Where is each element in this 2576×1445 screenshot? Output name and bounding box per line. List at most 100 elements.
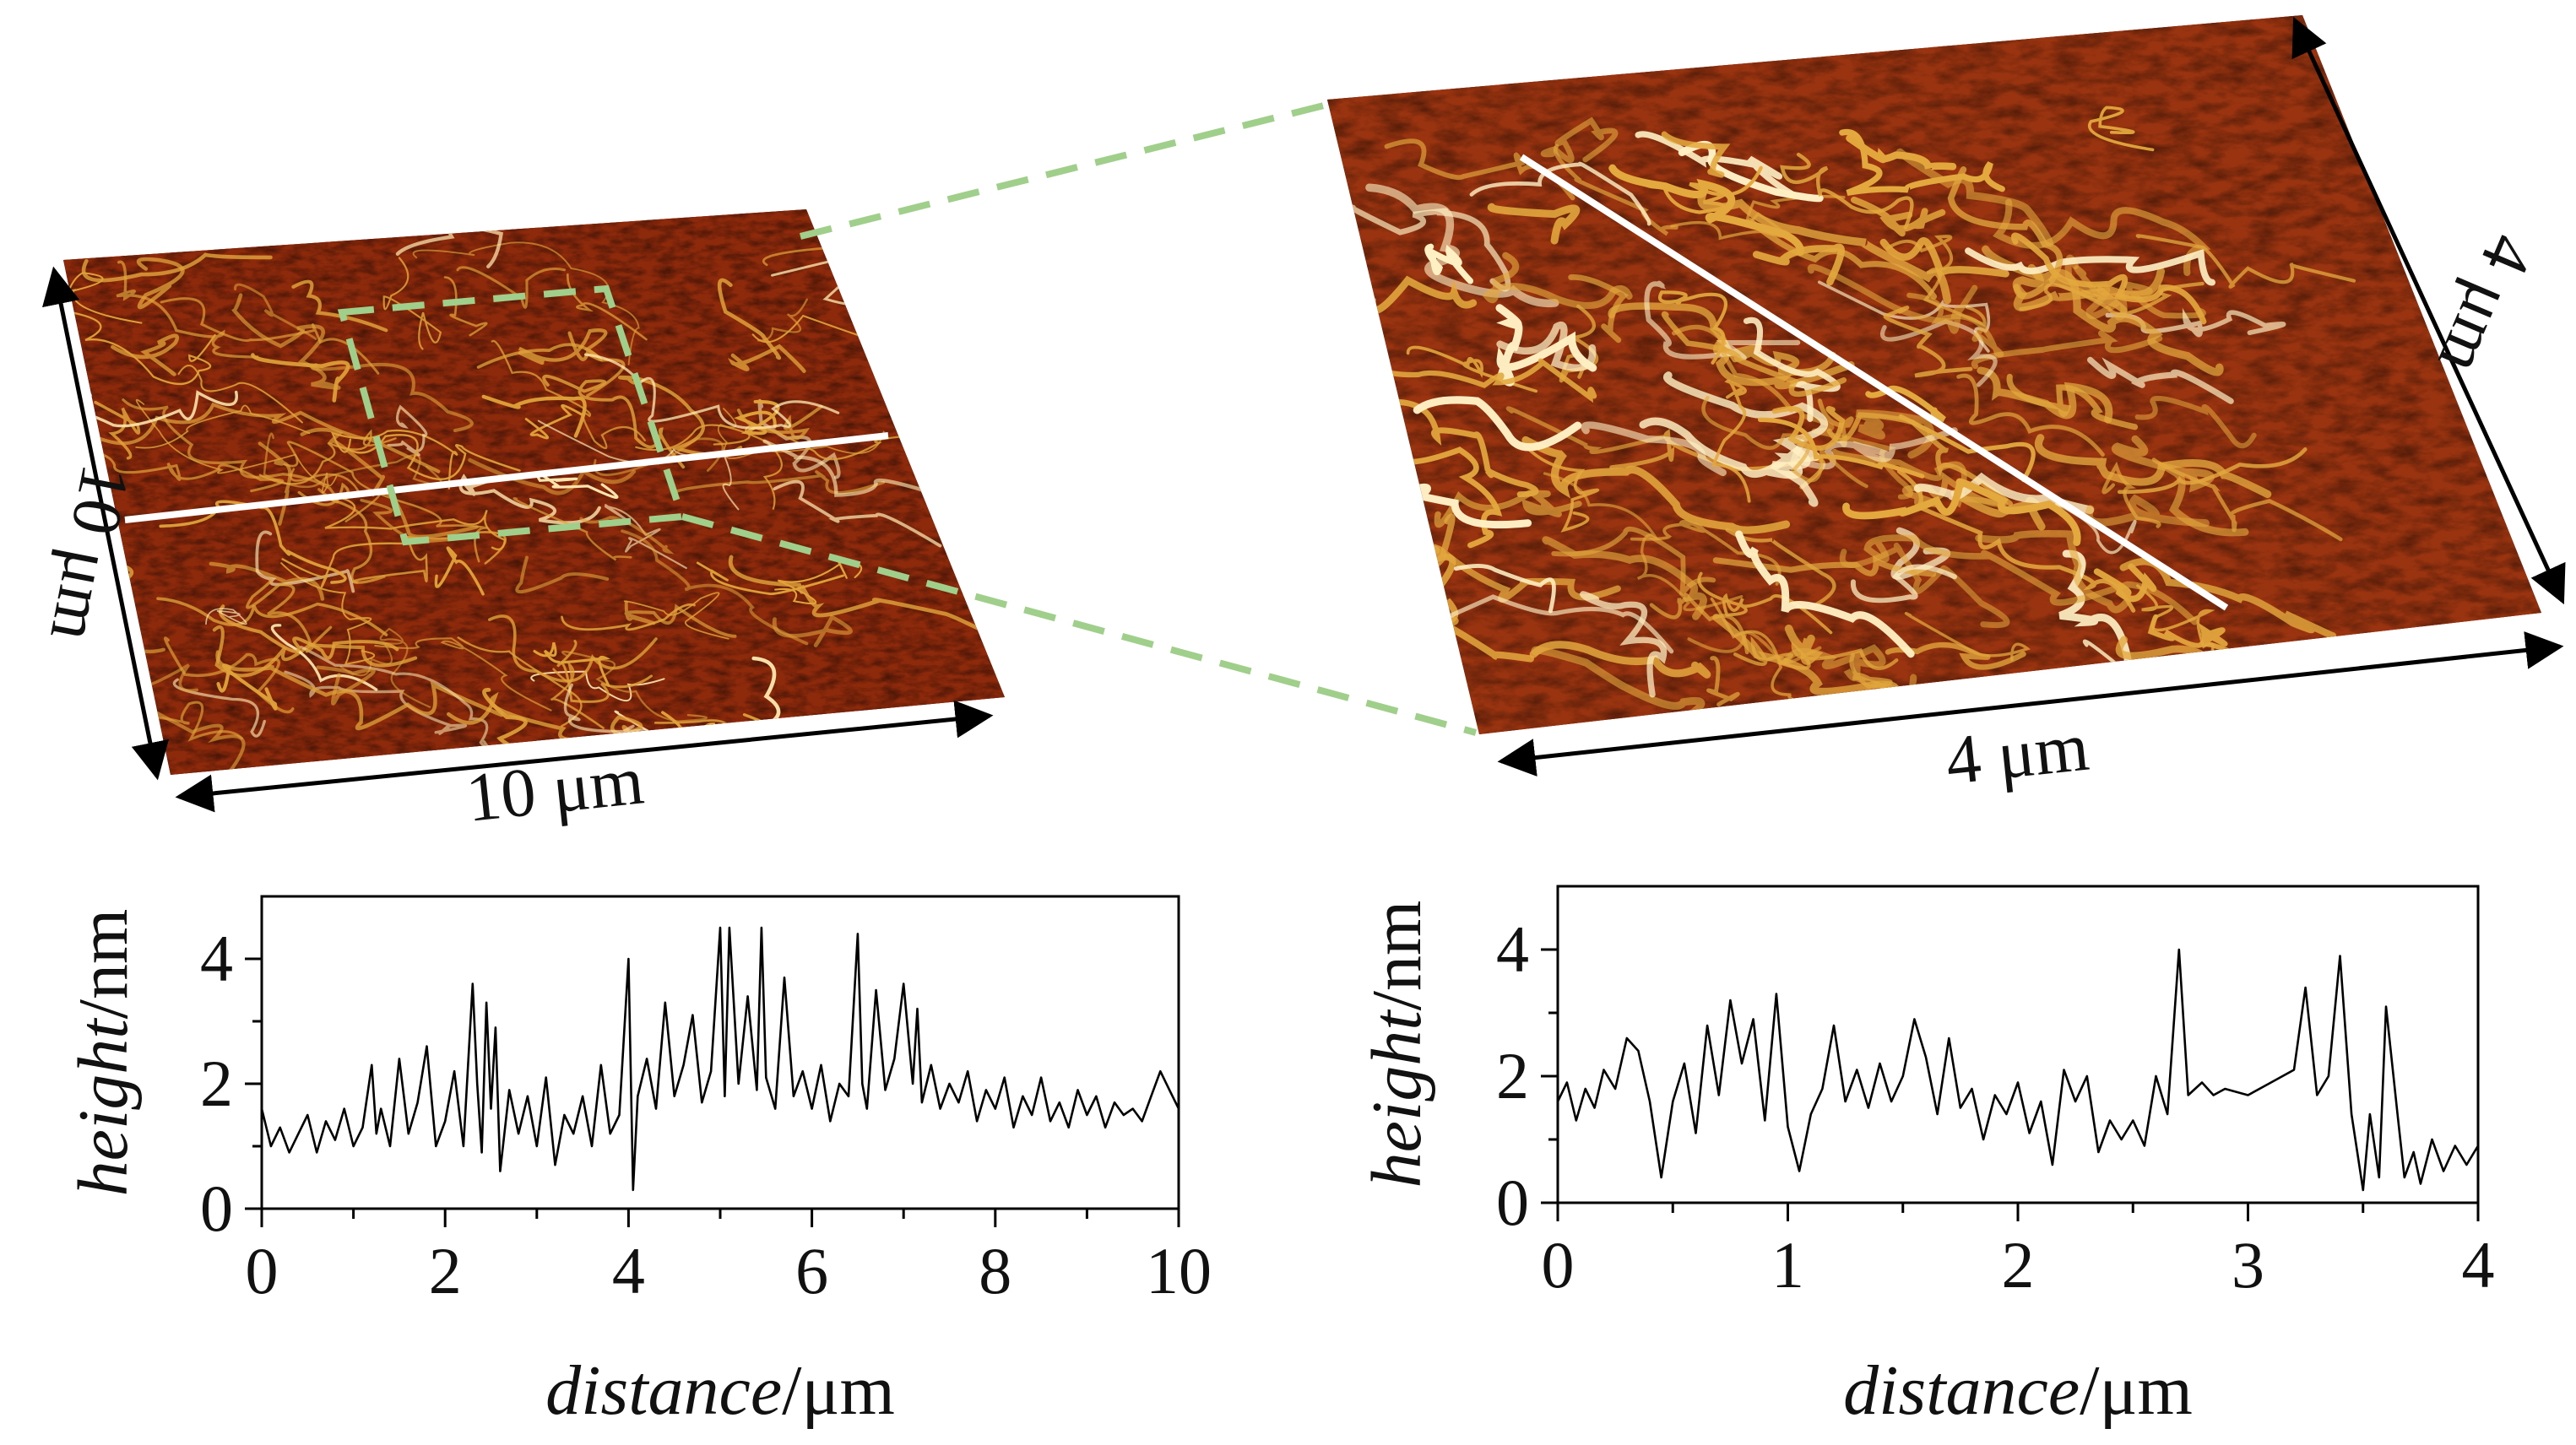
fiber-strand <box>2011 232 2207 325</box>
fiber-strand <box>164 636 295 714</box>
y-axis-label-unit: /nm <box>64 909 143 1020</box>
afm-scan-4um <box>1327 15 2541 734</box>
fiber-strand <box>1553 143 1678 236</box>
fiber-strand <box>1851 564 1957 603</box>
afm-roughness-10um <box>63 209 1005 775</box>
x-axis-label-quantity: distance <box>545 1351 782 1430</box>
fiber-strand <box>1608 164 1804 257</box>
fiber-strand <box>579 516 675 555</box>
width-arrow-10um <box>175 700 994 813</box>
fiber-strand <box>623 592 729 640</box>
height-label-4um: 4 μm <box>2423 224 2550 385</box>
fiber-strand <box>1802 414 1913 500</box>
fiber-strand <box>717 278 782 360</box>
fiber-strand <box>1406 345 1538 393</box>
fiber-strand <box>246 579 333 653</box>
fiber-strand <box>281 542 403 588</box>
fiber-strand <box>672 470 886 496</box>
fiber-strand <box>1743 317 1841 422</box>
width-label-4um: 4 μm <box>1942 708 2092 799</box>
fiber-strand <box>604 504 687 570</box>
fiber-strand <box>1413 396 1582 452</box>
height-arrow-4um <box>2291 16 2566 605</box>
fiber-strand <box>234 283 317 340</box>
fiber-strand <box>1701 395 1868 489</box>
fiber-strand <box>324 495 507 551</box>
fiber-strand <box>618 375 743 457</box>
fiber-strand <box>251 353 350 403</box>
fiber-strand <box>537 419 740 511</box>
profile-line-4um <box>1519 154 2229 611</box>
y-axis-label-unit: /nm <box>1358 901 1436 1011</box>
fiber-strand <box>1725 528 1836 609</box>
fiber-strand <box>2087 356 2234 404</box>
fiber-strand <box>1359 344 1597 403</box>
x-tick-label: 2 <box>2002 1228 2035 1302</box>
fiber-strand <box>1965 247 2216 286</box>
y-axis-label-quantity: height <box>1358 1009 1436 1188</box>
plot-frame <box>1556 885 2480 1204</box>
fiber-strand <box>1790 427 1958 470</box>
fiber-strand <box>635 424 783 510</box>
fiber-strand <box>1826 412 2014 506</box>
height-profile-chart-10um: 0 2 4 6 8 10 0 2 4 distance/μm height/nm <box>64 895 1212 1430</box>
fiber-strand <box>533 641 611 687</box>
fiber-strand <box>231 293 341 390</box>
fiber-strand <box>135 404 311 449</box>
fiber-strand <box>535 473 619 500</box>
fiber-strand <box>2111 435 2249 537</box>
fiber-strand <box>1839 128 2005 197</box>
y-tick-label: 4 <box>200 922 233 995</box>
fiber-strand <box>1568 274 1630 344</box>
fiber-strand <box>258 441 292 526</box>
fiber-strand <box>1851 196 1946 237</box>
fiber-strand <box>2101 461 2161 528</box>
fiber-strand <box>2134 395 2257 449</box>
fiber-strand <box>1947 166 2064 284</box>
fiber-strand <box>713 425 922 461</box>
fiber-strand <box>1487 203 1581 245</box>
fiber-strand <box>1369 275 1478 314</box>
fiber-strand <box>2093 563 2157 603</box>
fiber-strand <box>1846 134 1957 171</box>
y-tick-label: 2 <box>1496 1039 1529 1112</box>
fiber-strand <box>205 608 247 625</box>
fiber-strand <box>1540 116 1619 164</box>
fiber-strand <box>263 432 442 489</box>
fiber-strand <box>443 276 488 337</box>
fiber-strand <box>177 365 303 424</box>
fiber-strand <box>2119 558 2337 640</box>
fiber-strand <box>2012 263 2166 311</box>
height-profile-chart-4um: 0 1 2 3 4 0 2 4 distance/μm height/nm <box>1358 885 2495 1430</box>
fiber-strand <box>1975 530 2130 614</box>
fiber-strand <box>300 427 479 539</box>
fiber-strand <box>219 604 399 660</box>
fiber-strand <box>1453 563 1556 614</box>
fiber-strand <box>491 339 646 450</box>
fiber-strand <box>1950 489 2046 531</box>
fiber-strand <box>773 479 942 548</box>
x-tick-label: 2 <box>429 1234 462 1307</box>
fiber-strand <box>434 546 485 596</box>
fiber-strand <box>1391 446 1503 549</box>
x-tick-label: 10 <box>1146 1234 1212 1307</box>
height-label-10um: 10 μm <box>35 458 144 647</box>
fiber-strand <box>1505 406 1665 454</box>
fiber-strand <box>1898 414 2036 483</box>
fiber-strand <box>476 343 626 398</box>
fiber-strand <box>1839 542 2010 629</box>
fiber-strand <box>742 713 852 775</box>
fiber-strand <box>542 374 686 469</box>
fiber-strand <box>1543 472 1744 612</box>
fiber-strand <box>255 530 355 593</box>
fiber-strand <box>1522 443 1600 533</box>
afm-fibers-4um <box>1334 106 2356 734</box>
fiber-strand <box>2088 106 2155 152</box>
fiber-strand <box>1657 290 1728 365</box>
fiber-strand <box>1424 243 1474 284</box>
fiber-strand <box>1711 379 1751 503</box>
y-tick-label: 4 <box>1496 912 1529 986</box>
zoom-box <box>337 284 687 546</box>
